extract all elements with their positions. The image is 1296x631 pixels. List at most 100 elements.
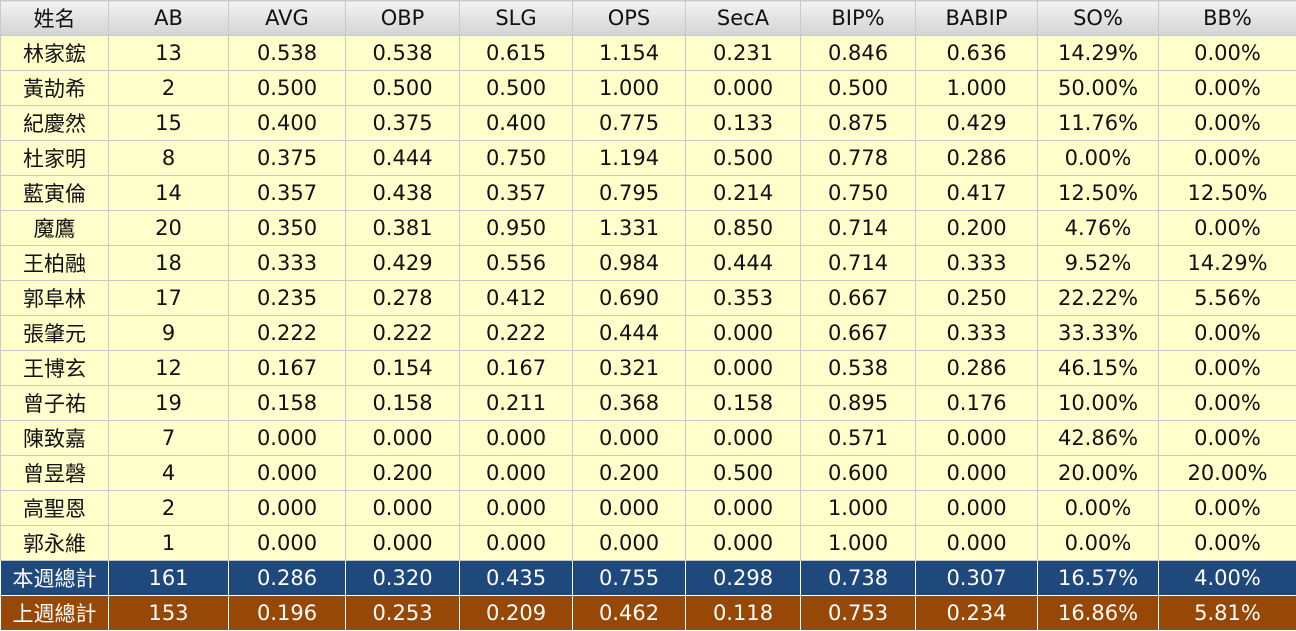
stat-cell: 0.118 xyxy=(685,595,801,631)
stat-cell: 0.158 xyxy=(228,385,346,421)
header-cell: SLG xyxy=(459,0,573,36)
stat-cell: 0.000 xyxy=(572,525,686,561)
stat-cell: 0.556 xyxy=(459,245,573,281)
player-name: 林家鋐 xyxy=(0,35,109,71)
stat-cell: 0.000 xyxy=(345,490,460,526)
stat-cell: 0.000 xyxy=(459,525,573,561)
header-cell: BABIP xyxy=(915,0,1038,36)
player-row: 林家鋐 13 0.538 0.538 0.615 1.154 0.231 0.846 0.636… xyxy=(0,35,1296,71)
stat-cell: 0.381 xyxy=(345,210,460,246)
player-name: 郭阜林 xyxy=(0,280,109,316)
stat-cell: 0.000 xyxy=(345,525,460,561)
stat-cell: 0.176 xyxy=(915,385,1038,421)
stat-cell: 0.000 xyxy=(915,455,1038,491)
stat-cell: 0.158 xyxy=(345,385,460,421)
player-name: 王柏融 xyxy=(0,245,109,281)
stat-cell: 11.76% xyxy=(1037,105,1159,141)
stat-cell: 0.375 xyxy=(228,140,346,176)
stat-cell: 0.846 xyxy=(800,35,916,71)
stat-cell: 9.52% xyxy=(1037,245,1159,281)
stat-cell: 12 xyxy=(108,350,229,386)
stat-cell: 0.231 xyxy=(685,35,801,71)
player-row: 藍寅倫 14 0.357 0.438 0.357 0.795 0.214 0.750 0.417… xyxy=(0,175,1296,211)
stat-cell: 1 xyxy=(108,525,229,561)
stat-cell: 153 xyxy=(108,595,229,631)
stat-cell: 0.000 xyxy=(915,525,1038,561)
stat-cell: 0.00% xyxy=(1158,490,1296,526)
stat-cell: 0.500 xyxy=(228,70,346,106)
stat-cell: 1.154 xyxy=(572,35,686,71)
player-row: 王柏融 18 0.333 0.429 0.556 0.984 0.444 0.714 0.333… xyxy=(0,245,1296,281)
stat-cell: 0.000 xyxy=(345,420,460,456)
stat-cell: 0.211 xyxy=(459,385,573,421)
stat-cell: 0.000 xyxy=(572,490,686,526)
stat-cell: 20.00% xyxy=(1158,455,1296,491)
stat-cell: 14 xyxy=(108,175,229,211)
stat-cell: 0.714 xyxy=(800,210,916,246)
stat-cell: 0.775 xyxy=(572,105,686,141)
stat-cell: 0.00% xyxy=(1158,525,1296,561)
stat-cell: 0.286 xyxy=(915,350,1038,386)
stat-cell: 0.167 xyxy=(228,350,346,386)
header-cell: 姓名 xyxy=(0,0,109,36)
stat-cell: 12.50% xyxy=(1158,175,1296,211)
stat-cell: 0.429 xyxy=(915,105,1038,141)
stat-cell: 0.333 xyxy=(915,315,1038,351)
stat-cell: 0.755 xyxy=(572,560,686,596)
player-name: 王博玄 xyxy=(0,350,109,386)
stat-cell: 0.000 xyxy=(459,490,573,526)
stat-cell: 0.235 xyxy=(228,280,346,316)
stat-cell: 0.154 xyxy=(345,350,460,386)
stat-cell: 0.00% xyxy=(1158,70,1296,106)
stat-cell: 0.000 xyxy=(685,350,801,386)
stat-cell: 0.417 xyxy=(915,175,1038,211)
stat-cell: 0.500 xyxy=(800,70,916,106)
stat-cell: 0.500 xyxy=(345,70,460,106)
stat-cell: 2 xyxy=(108,70,229,106)
stat-cell: 42.86% xyxy=(1037,420,1159,456)
stat-cell: 0.000 xyxy=(228,420,346,456)
stat-cell: 0.196 xyxy=(228,595,346,631)
stat-cell: 0.000 xyxy=(685,420,801,456)
stat-cell: 0.444 xyxy=(572,315,686,351)
stat-cell: 0.000 xyxy=(685,525,801,561)
stat-cell: 0.538 xyxy=(345,35,460,71)
stat-cell: 0.895 xyxy=(800,385,916,421)
stat-cell: 0.250 xyxy=(915,280,1038,316)
stat-cell: 0.00% xyxy=(1158,420,1296,456)
total-row: 上週總計 153 0.196 0.253 0.209 0.462 0.118 0.753 0.2… xyxy=(0,595,1296,631)
stat-cell: 0.222 xyxy=(459,315,573,351)
stat-cell: 0.400 xyxy=(228,105,346,141)
stat-cell: 0.307 xyxy=(915,560,1038,596)
header-cell: SO% xyxy=(1037,0,1159,36)
stat-cell: 22.22% xyxy=(1037,280,1159,316)
stat-cell: 0.500 xyxy=(685,455,801,491)
header-cell: BB% xyxy=(1158,0,1296,36)
stat-cell: 0.167 xyxy=(459,350,573,386)
player-row: 郭阜林 17 0.235 0.278 0.412 0.690 0.353 0.667 0.250… xyxy=(0,280,1296,316)
player-name: 杜家明 xyxy=(0,140,109,176)
player-name: 黃劼希 xyxy=(0,70,109,106)
stat-cell: 0.00% xyxy=(1158,35,1296,71)
stat-cell: 0.286 xyxy=(228,560,346,596)
stat-cell: 1.000 xyxy=(572,70,686,106)
player-name: 紀慶然 xyxy=(0,105,109,141)
stat-cell: 0.438 xyxy=(345,175,460,211)
stat-cell: 0.333 xyxy=(915,245,1038,281)
stat-cell: 0.133 xyxy=(685,105,801,141)
player-name: 本週總計 xyxy=(0,560,109,596)
stat-cell: 0.00% xyxy=(1037,140,1159,176)
stat-cell: 0.412 xyxy=(459,280,573,316)
stat-cell: 4.76% xyxy=(1037,210,1159,246)
stat-cell: 0.600 xyxy=(800,455,916,491)
stat-cell: 0.778 xyxy=(800,140,916,176)
player-row: 郭永維 1 0.000 0.000 0.000 0.000 0.000 1.000 0.000 0… xyxy=(0,525,1296,561)
stat-cell: 0.000 xyxy=(459,420,573,456)
stat-cell: 50.00% xyxy=(1037,70,1159,106)
stat-cell: 0.000 xyxy=(915,420,1038,456)
player-name: 郭永維 xyxy=(0,525,109,561)
stat-cell: 0.222 xyxy=(228,315,346,351)
stat-cell: 0.738 xyxy=(800,560,916,596)
